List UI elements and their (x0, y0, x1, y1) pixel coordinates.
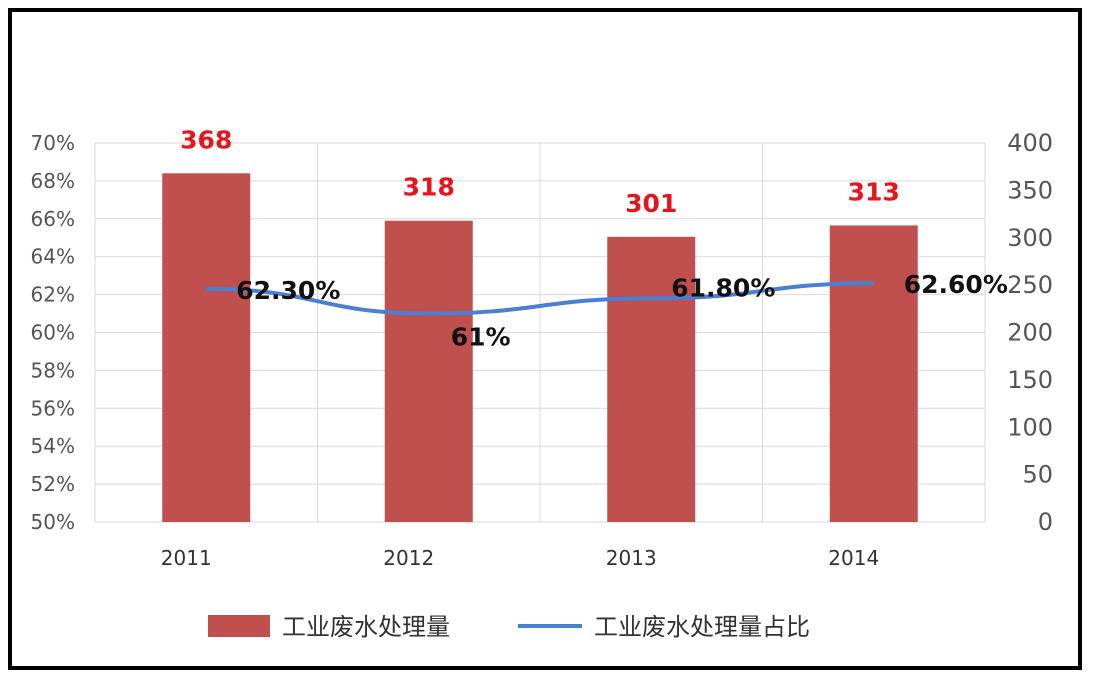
right-axis-tick-label: 250 (1007, 271, 1053, 299)
right-axis-tick-label: 300 (1007, 224, 1053, 252)
right-axis-ticks: 0 50 100 150 200 250 300 350 400 (1007, 129, 1053, 536)
line-path (206, 281, 874, 316)
line-data-label: 61% (451, 323, 511, 352)
line-data-labels: 62.30% 61% 61.80% 62.60% (236, 270, 1008, 351)
left-axis-tick-label: 68% (31, 169, 75, 193)
right-axis-tick-label: 400 (1007, 129, 1053, 157)
bar (384, 220, 473, 522)
x-axis-tick-label: 2013 (606, 546, 657, 570)
right-axis-tick-label: 200 (1007, 319, 1053, 347)
right-axis-tick-label: 150 (1007, 366, 1053, 394)
left-axis-tick-label: 70% (31, 131, 75, 155)
bar (607, 236, 696, 523)
right-axis-tick-label: 50 (1022, 461, 1053, 489)
right-axis-tick-label: 0 (1038, 508, 1053, 536)
bar-data-labels: 368 318 301 313 (180, 125, 900, 217)
right-axis-tick-label: 100 (1007, 413, 1053, 441)
legend-bar-swatch (208, 615, 270, 637)
left-axis-tick-label: 66% (31, 207, 75, 231)
x-axis-tick-label: 2014 (828, 546, 879, 570)
legend-bar-label: 工业废水处理量 (282, 613, 450, 641)
bar (829, 225, 918, 522)
line-data-label: 62.60% (904, 270, 1008, 299)
line-data-label: 61.80% (671, 273, 775, 302)
bar (162, 173, 251, 522)
x-axis-tick-label: 2011 (161, 546, 212, 570)
x-axis-tick-label: 2012 (383, 546, 434, 570)
x-axis-ticks: 2011 2012 2013 2014 (161, 546, 879, 570)
bar-data-label: 313 (848, 177, 900, 206)
right-axis-tick-label: 350 (1007, 176, 1053, 204)
left-axis-tick-label: 62% (31, 283, 75, 307)
left-axis-tick-label: 56% (31, 396, 75, 420)
left-axis-tick-label: 52% (31, 472, 75, 496)
line-series (206, 281, 874, 316)
left-axis-tick-label: 60% (31, 321, 75, 345)
left-axis-ticks: 50% 52% 54% 56% 58% 60% 62% 64% 66% 68% 70% (31, 131, 75, 534)
left-axis-tick-label: 58% (31, 358, 75, 382)
bar-series (162, 173, 918, 523)
bar-data-label: 368 (180, 125, 232, 154)
legend: 工业废水处理量 工业废水处理量占比 (208, 613, 810, 641)
line-data-label: 62.30% (236, 276, 340, 305)
left-axis-tick-label: 54% (31, 434, 75, 458)
bar-data-label: 318 (403, 173, 455, 202)
legend-line-label: 工业废水处理量占比 (594, 613, 810, 641)
left-axis-tick-label: 64% (31, 245, 75, 269)
bar-data-label: 301 (625, 189, 677, 218)
left-axis-tick-label: 50% (31, 510, 75, 534)
